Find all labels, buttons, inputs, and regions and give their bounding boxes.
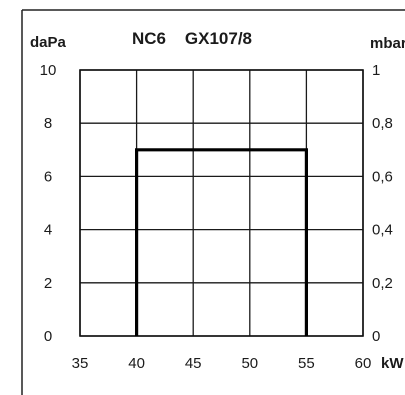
y-right-tick-label-2: 0,4 (372, 222, 393, 239)
y-right-tick-label-4: 0,8 (372, 115, 393, 132)
tick-labels: 35 40 45 50 55 600 02 0,24 0,46 0,68 0,810 1 (40, 62, 393, 372)
x-tick-label-50: 50 (241, 355, 258, 372)
x-tick-label-55: 55 (298, 355, 315, 372)
y-right-tick-label-1: 0,2 (372, 275, 393, 292)
y-left-tick-label-10: 10 (40, 62, 57, 79)
x-tick-label-45: 45 (185, 355, 202, 372)
gridlines (79, 69, 364, 337)
y-left-tick-label-2: 2 (44, 275, 52, 292)
left-axis-unit-label: daPa (30, 34, 67, 51)
x-tick-label-35: 35 (72, 355, 89, 372)
right-axis-unit-label: mbar (370, 35, 405, 52)
series-layer (135, 148, 308, 336)
y-right-tick-label-5: 1 (372, 62, 380, 79)
y-left-tick-label-6: 6 (44, 168, 52, 185)
x-tick-label-60: 60 (355, 355, 372, 372)
y-left-tick-label-0: 0 (44, 328, 52, 345)
y-left-tick-label-4: 4 (44, 222, 52, 239)
plot-area-border (79, 69, 364, 337)
chart-title: NC6 GX107/8 (132, 29, 252, 48)
operating-range-line-0 (135, 148, 308, 336)
y-left-tick-label-8: 8 (44, 115, 52, 132)
x-axis-unit-label: kW (381, 355, 404, 372)
y-right-tick-label-3: 0,6 (372, 168, 393, 185)
y-right-tick-label-0: 0 (372, 328, 380, 345)
x-tick-label-40: 40 (128, 355, 145, 372)
